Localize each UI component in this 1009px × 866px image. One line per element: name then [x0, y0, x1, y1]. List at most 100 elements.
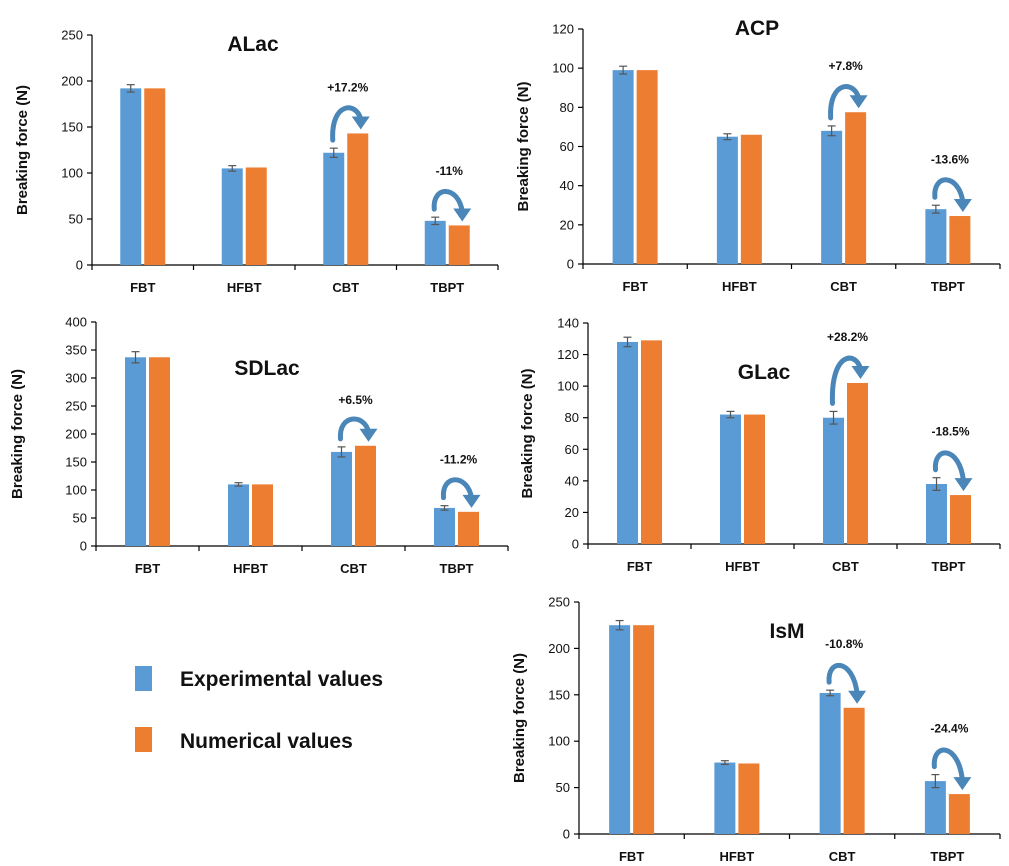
y-axis-label: Breaking force (N): [9, 369, 26, 499]
change-arrow-tbpt: [931, 747, 972, 791]
bar-experimental-fbt: [120, 88, 142, 265]
x-tick-label: TBPT: [440, 561, 474, 576]
x-tick-label: TBPT: [930, 849, 964, 864]
bar-numerical-cbt: [355, 445, 376, 546]
bar-numerical-tbpt: [948, 794, 970, 834]
error-bar-tbpt: [931, 774, 940, 789]
error-bar-cbt: [829, 410, 838, 425]
bar-experimental-fbt: [125, 357, 146, 546]
y-tick-label: 250: [548, 595, 570, 610]
legend-swatch-numerical: [135, 727, 152, 752]
y-tick-label: 50: [69, 212, 83, 227]
bar-numerical-tbpt: [458, 511, 479, 546]
y-tick-label: 100: [65, 483, 87, 498]
chart-panel-sdlac: 0 50 100 150 200 250 300 350 400 FBT HFBT CBT TBPT +6…: [9, 315, 509, 576]
x-tick-label: HFBT: [720, 849, 755, 864]
bar-numerical-fbt: [641, 340, 662, 544]
y-tick-label: 250: [65, 399, 87, 414]
bar-experimental-fbt: [617, 341, 638, 544]
bar-experimental-tbpt: [926, 484, 947, 544]
y-tick-label: 150: [61, 120, 83, 135]
y-tick-label: 200: [548, 641, 570, 656]
x-tick-label: HFBT: [227, 280, 262, 295]
bar-numerical-cbt: [847, 382, 868, 544]
y-tick-label: 50: [73, 511, 87, 526]
chart-title: IsM: [769, 620, 804, 643]
bar-experimental-tbpt: [925, 209, 947, 264]
chart-title: ALac: [227, 33, 279, 56]
x-tick-label: CBT: [829, 849, 856, 864]
y-tick-label: 20: [565, 505, 579, 520]
bar-experimental-hfbt: [720, 414, 741, 544]
y-tick-label: 60: [560, 139, 574, 154]
bar-numerical-tbpt: [950, 495, 971, 544]
error-bar-tbpt: [931, 204, 940, 214]
y-tick-label: 100: [548, 734, 570, 749]
y-tick-label: 250: [61, 28, 83, 43]
error-bar-fbt: [619, 65, 628, 75]
change-arrow-tbpt: [440, 477, 481, 508]
bar-experimental-tbpt: [424, 220, 446, 265]
bar-experimental-fbt: [609, 625, 631, 834]
y-tick-label: 60: [565, 442, 579, 457]
y-tick-label: 80: [560, 100, 574, 115]
error-bar-tbpt: [431, 216, 440, 226]
bar-experimental-cbt: [819, 692, 841, 834]
bar-numerical-fbt: [149, 357, 170, 546]
y-tick-label: 120: [557, 347, 579, 362]
change-label-cbt: +7.8%: [828, 59, 863, 73]
y-tick-label: 100: [552, 61, 574, 76]
x-tick-label: CBT: [830, 279, 857, 294]
change-label-tbpt: -11.2%: [440, 453, 478, 467]
error-bar-tbpt: [440, 505, 449, 511]
y-tick-label: 20: [560, 217, 574, 232]
x-tick-label: FBT: [619, 849, 644, 864]
error-bar-fbt: [615, 619, 624, 631]
bar-experimental-hfbt: [714, 762, 736, 834]
y-tick-label: 0: [80, 539, 87, 554]
x-tick-label: TBPT: [430, 280, 464, 295]
y-tick-label: 400: [65, 315, 87, 330]
change-label-tbpt: -13.6%: [931, 152, 969, 166]
bar-numerical-tbpt: [949, 216, 971, 264]
bar-numerical-hfbt: [738, 763, 760, 834]
x-tick-label: CBT: [332, 280, 359, 295]
chart-title: ACP: [735, 17, 779, 40]
y-tick-label: 40: [565, 473, 579, 488]
error-bar-tbpt: [932, 477, 941, 491]
x-tick-label: HFBT: [722, 279, 757, 294]
bar-numerical-cbt: [347, 133, 369, 265]
chart-title: SDLac: [234, 357, 300, 380]
chart-panel-acp: 0 20 40 60 80 100 120 FBT HFBT CBT TBPT +7.8% -13.6%…: [515, 17, 1001, 294]
y-tick-label: 0: [572, 537, 579, 552]
bar-experimental-tbpt: [434, 507, 455, 546]
bar-numerical-fbt: [633, 625, 655, 834]
legend-label-numerical: Numerical values: [180, 730, 353, 753]
chart-title: GLac: [738, 361, 791, 384]
change-arrow-cbt: [330, 105, 370, 143]
x-tick-label: CBT: [340, 561, 367, 576]
x-tick-label: CBT: [832, 559, 859, 574]
bar-experimental-cbt: [823, 417, 844, 544]
change-arrow-tbpt: [932, 450, 973, 492]
change-arrow-tbpt: [932, 177, 972, 213]
y-axis-label: Breaking force (N): [515, 81, 532, 211]
chart-panel-alac: 0 50 100 150 200 250 FBT HFBT CBT TBPT +17.2% -11% A…: [14, 28, 499, 295]
change-arrow-cbt: [828, 84, 868, 121]
chart-panel-ism: 0 50 100 150 200 250 FBT HFBT CBT TBPT -10.8% -24.4…: [511, 595, 1001, 864]
error-bar-fbt: [126, 84, 135, 93]
bar-experimental-cbt: [821, 130, 843, 264]
y-tick-label: 40: [560, 178, 574, 193]
bar-numerical-hfbt: [245, 167, 267, 265]
change-label-cbt: -10.8%: [825, 637, 863, 651]
bar-experimental-cbt: [331, 451, 352, 546]
y-tick-label: 150: [65, 455, 87, 470]
error-bar-cbt: [826, 689, 835, 697]
y-tick-label: 80: [565, 410, 579, 425]
bar-numerical-cbt: [843, 707, 865, 834]
legend: Experimental values Numerical values: [135, 666, 383, 753]
bar-experimental-tbpt: [924, 781, 946, 834]
change-label-tbpt: -24.4%: [930, 722, 968, 736]
